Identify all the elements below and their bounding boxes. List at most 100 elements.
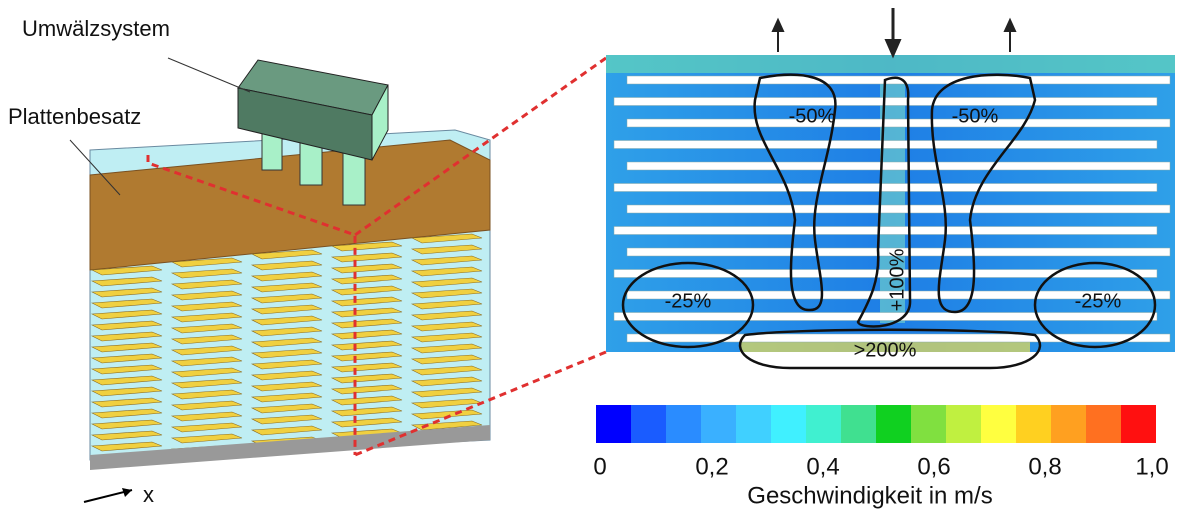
plate: [250, 326, 323, 337]
plate: [90, 375, 163, 386]
plate: [250, 392, 323, 403]
plate: [250, 293, 323, 304]
contours: [621, 73, 1157, 370]
region-label: >200%: [854, 339, 917, 361]
region-label: -25%: [1075, 290, 1122, 312]
slot: [626, 75, 1171, 85]
plate: [410, 354, 483, 365]
plate-stack: [89, 139, 491, 470]
plate: [170, 257, 243, 268]
slot: [626, 161, 1171, 171]
plate: [90, 364, 163, 375]
plate: [170, 433, 243, 444]
plate: [170, 411, 243, 422]
plate: [250, 304, 323, 315]
plate: [330, 241, 403, 252]
plate: [250, 282, 323, 293]
plate: [330, 406, 403, 417]
leader-line: [167, 57, 251, 93]
plate: [250, 260, 323, 271]
colorbar-block: [771, 405, 806, 443]
region-label: -50%: [952, 105, 999, 127]
plate: [90, 353, 163, 364]
colorbar-block: [946, 405, 981, 443]
plate: [330, 384, 403, 395]
colorbar-block: [1086, 405, 1121, 443]
plate: [330, 417, 403, 428]
colorbar-block: [1016, 405, 1051, 443]
zoom-lines: [146, 56, 607, 457]
plate: [250, 414, 323, 425]
colorbar-block: [911, 405, 946, 443]
colorbar: [596, 405, 1156, 443]
plate: [250, 359, 323, 370]
plate: [170, 367, 243, 378]
colorbar-block: [806, 405, 841, 443]
plate: [170, 400, 243, 411]
plate: [90, 320, 163, 331]
plate: [170, 378, 243, 389]
plate: [250, 381, 323, 392]
plate: [90, 342, 163, 353]
colorbar-block: [876, 405, 911, 443]
plate: [170, 323, 243, 334]
plate: [410, 376, 483, 387]
plate: [330, 307, 403, 318]
plate: [410, 321, 483, 332]
slot: [626, 290, 1171, 300]
label: Plattenbesatz: [8, 104, 141, 129]
plate: [170, 290, 243, 301]
model-3d: [89, 59, 491, 470]
plate: [410, 288, 483, 299]
circulation-system: [237, 59, 389, 206]
colorbar-tick: 0,6: [917, 453, 950, 480]
colorbar-block: [701, 405, 736, 443]
slot: [613, 312, 1158, 321]
plate: [330, 362, 403, 373]
plate: [170, 334, 243, 345]
flow-arrows: [771, 8, 1017, 59]
slot: [613, 97, 1158, 106]
colorbar-block: [736, 405, 771, 443]
plate: [170, 301, 243, 312]
plate: [330, 329, 403, 340]
arrow-head: [122, 488, 132, 497]
plate: [250, 271, 323, 282]
plate: [330, 340, 403, 351]
plate: [90, 386, 163, 397]
colorbar-block: [981, 405, 1016, 443]
plate: [170, 279, 243, 290]
colorbar-label: Geschwindigkeit in m/s: [747, 482, 992, 509]
top-plates: [89, 139, 491, 271]
plate: [410, 332, 483, 343]
slot: [626, 118, 1171, 128]
plate: [170, 268, 243, 279]
plate: [90, 430, 163, 441]
colorbar-tick: 0,2: [695, 453, 728, 480]
label: Umwälzsystem: [22, 16, 170, 41]
slot: [626, 247, 1171, 257]
slot: [613, 183, 1158, 192]
plate: [410, 299, 483, 310]
flow-field: [606, 55, 1175, 352]
plate: [90, 265, 163, 276]
plate: [170, 356, 243, 367]
leader-line: [69, 139, 121, 196]
slot: [613, 140, 1158, 149]
colorbar-block: [596, 405, 631, 443]
plate: [250, 403, 323, 414]
plate: [90, 298, 163, 309]
region-label: -25%: [665, 290, 712, 312]
plate: [330, 274, 403, 285]
plate: [410, 255, 483, 266]
colorbar-tick: 1,0: [1135, 453, 1168, 480]
plate: [250, 337, 323, 348]
colorbar-block: [1051, 405, 1086, 443]
plate: [250, 370, 323, 381]
plate: [330, 296, 403, 307]
plate: [410, 266, 483, 277]
plate: [410, 365, 483, 376]
plate: [410, 310, 483, 321]
